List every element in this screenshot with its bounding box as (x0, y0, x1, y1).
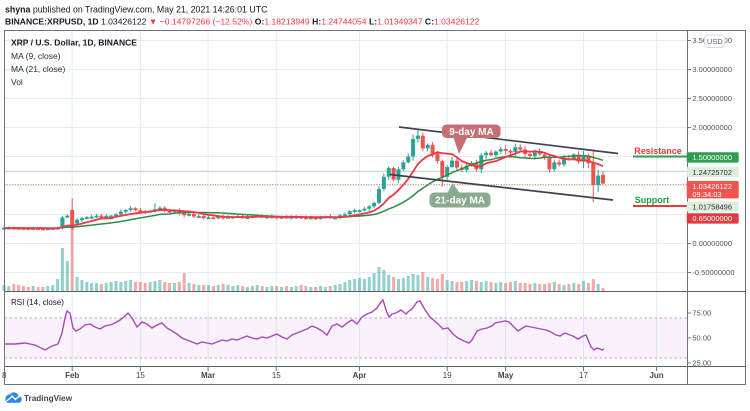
svg-text:9-day MA: 9-day MA (449, 127, 493, 138)
svg-text:Feb: Feb (65, 371, 79, 380)
svg-text:75.00: 75.00 (692, 309, 711, 318)
svg-text:2.00000000: 2.00000000 (692, 123, 732, 132)
svg-text:-0.50000000: -0.50000000 (692, 268, 734, 277)
svg-text:Apr: Apr (353, 371, 367, 380)
svg-text:15: 15 (136, 371, 145, 380)
svg-text:May: May (498, 371, 514, 380)
svg-text:Vol: Vol (11, 77, 23, 87)
svg-text:09:34:03: 09:34:03 (692, 190, 721, 199)
svg-text:19: 19 (443, 371, 452, 380)
svg-text:MA (9, close): MA (9, close) (11, 51, 61, 61)
svg-text:21-day MA: 21-day MA (435, 196, 485, 207)
svg-text:2.50000000: 2.50000000 (692, 94, 732, 103)
svg-text:50.00: 50.00 (692, 334, 711, 343)
svg-text:Mar: Mar (201, 371, 215, 380)
svg-text:0.00000000: 0.00000000 (692, 239, 732, 248)
svg-text:Jun: Jun (649, 371, 663, 380)
svg-text:17: 17 (579, 371, 588, 380)
svg-text:25.00: 25.00 (692, 359, 711, 368)
svg-text:8: 8 (2, 371, 7, 380)
svg-text:Support: Support (635, 195, 670, 205)
svg-text:1.01758496: 1.01758496 (692, 202, 732, 211)
svg-text:1.24725702: 1.24725702 (692, 168, 732, 177)
svg-text:USD: USD (707, 37, 723, 46)
svg-text:1.50000000: 1.50000000 (692, 153, 732, 162)
svg-text:RSI (14, close): RSI (14, close) (11, 298, 64, 307)
svg-text:TradingView: TradingView (24, 394, 73, 403)
svg-text:1.03426122: 1.03426122 (692, 182, 732, 191)
svg-text:shyna published on TradingView: shyna published on TradingView.com, May … (5, 5, 268, 15)
svg-text:3.00000000: 3.00000000 (692, 65, 732, 74)
svg-text:15: 15 (272, 371, 281, 380)
svg-text:BINANCE:XRPUSD, 1D 1.03426122: BINANCE:XRPUSD, 1D 1.03426122 ▼ −0.14797… (5, 17, 480, 27)
svg-text:XRP / U.S. Dollar, 1D, BINANCE: XRP / U.S. Dollar, 1D, BINANCE (11, 38, 137, 48)
svg-text:MA (21, close): MA (21, close) (11, 64, 65, 74)
svg-text:Resistance: Resistance (634, 146, 682, 156)
svg-text:0.65000000: 0.65000000 (692, 214, 732, 223)
